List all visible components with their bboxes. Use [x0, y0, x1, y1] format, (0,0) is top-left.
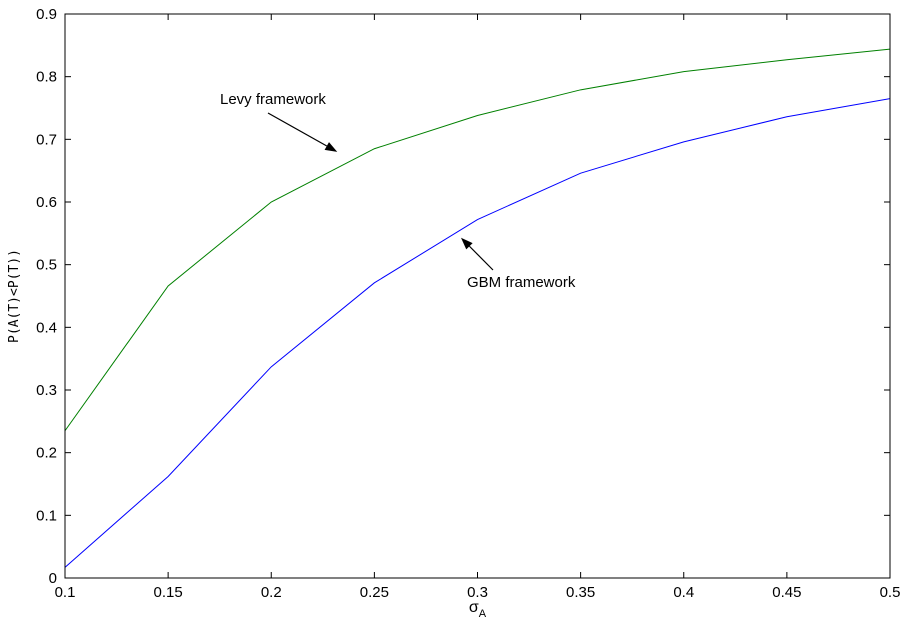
series-layer	[64, 48, 891, 568]
axes-box	[64, 13, 891, 579]
y-tick-label-8: 0.8	[36, 69, 57, 86]
x-tick-label-4: 0.3	[467, 584, 488, 601]
y-tick-label-5: 0.5	[36, 257, 57, 274]
x-tick-label-7: 0.45	[772, 584, 801, 601]
x-axis-label-subscript: A	[479, 608, 487, 620]
x-axis-label-symbol: σ	[469, 599, 479, 616]
series-line-1	[64, 98, 891, 568]
ticks-layer: 0.1 0.15 0.2 0.25 0.3 0.35 0.4 0.45 0.500.10.20.…	[36, 6, 900, 601]
y-tick-label-0: 0	[49, 570, 57, 587]
y-tick-label-1: 0.1	[36, 507, 57, 524]
series-line-0	[64, 48, 891, 432]
x-tick-label-0: 0.1	[55, 584, 76, 601]
x-tick-label-8: 0.5	[880, 584, 901, 601]
annotation-arrowhead-0	[324, 142, 338, 152]
annotation-layer: Levy framework GBM framework	[220, 91, 576, 291]
annotation-arrowhead-1	[461, 237, 473, 250]
y-tick-label-6: 0.6	[36, 194, 57, 211]
y-tick-label-7: 0.7	[36, 131, 57, 148]
x-tick-label-3: 0.25	[360, 584, 389, 601]
annotation-label-1: GBM framework	[467, 274, 576, 291]
y-tick-label-3: 0.3	[36, 382, 57, 399]
x-tick-label-2: 0.2	[261, 584, 282, 601]
x-tick-label-1: 0.15	[154, 584, 183, 601]
annotation-arrow-1	[469, 245, 494, 271]
y-tick-label-4: 0.4	[36, 319, 57, 336]
annotation-label-0: Levy framework	[220, 91, 326, 108]
x-axis-label: σA	[469, 599, 487, 620]
annotation-arrow-0	[267, 112, 328, 147]
y-tick-label-2: 0.2	[36, 445, 57, 462]
x-tick-label-6: 0.4	[673, 584, 694, 601]
x-tick-label-5: 0.35	[566, 584, 595, 601]
y-tick-label-9: 0.9	[36, 6, 57, 23]
y-axis-label: P(A(T)<P(T))	[7, 249, 22, 343]
